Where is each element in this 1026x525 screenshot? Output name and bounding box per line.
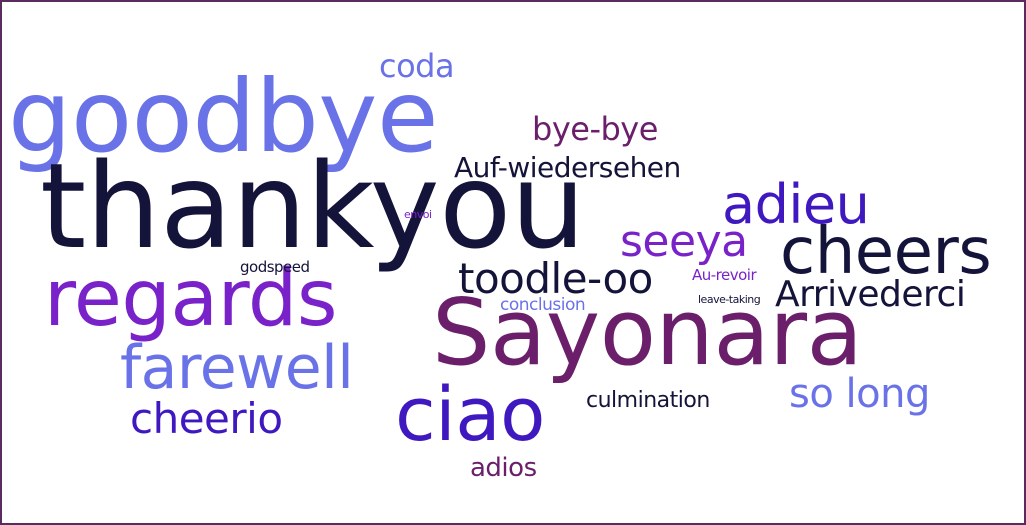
word-auf-wiedersehen: Auf-wiedersehen <box>454 151 681 184</box>
word-sayonara: Sayonara <box>432 279 863 386</box>
word-so-long: so long <box>789 371 930 417</box>
word-thankyou: thankyou <box>40 137 586 275</box>
word-seeya: seeya <box>620 216 748 267</box>
word-bye-bye: bye-bye <box>532 110 658 148</box>
word-farewell: farewell <box>120 333 354 403</box>
word-arrivederci: Arrivederci <box>775 274 966 315</box>
word-ciao: ciao <box>395 372 545 458</box>
word-adieu: adieu <box>722 173 870 236</box>
word-envoi: envoi <box>404 208 432 221</box>
word-goodbye: goodbye <box>8 58 439 175</box>
word-leave-taking: leave-taking <box>698 293 761 306</box>
word-coda: coda <box>379 47 455 85</box>
word-cheerio: cheerio <box>130 394 283 443</box>
word-culmination: culmination <box>586 388 710 413</box>
word-cheers: cheers <box>780 215 992 289</box>
word-godspeed: godspeed <box>240 258 310 276</box>
word-au-revoir: Au-revoir <box>692 266 757 284</box>
word-conclusion: conclusion <box>500 295 586 315</box>
word-regards: regards <box>44 254 338 344</box>
word-toodle-oo: toodle-oo <box>458 254 653 303</box>
word-adios: adios <box>470 453 537 483</box>
